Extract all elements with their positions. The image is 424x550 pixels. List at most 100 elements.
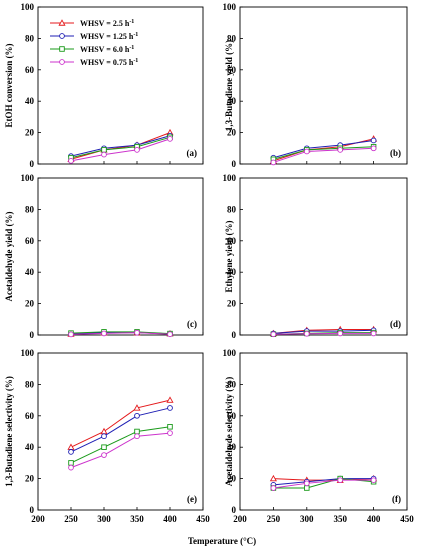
data-point-series-1 bbox=[269, 474, 277, 482]
y-tick-label: 80 bbox=[227, 204, 237, 214]
panel-b-frame bbox=[239, 6, 408, 165]
series-line-4 bbox=[70, 138, 171, 162]
legend-label: WHSV = 6.0 h-1 bbox=[80, 45, 134, 54]
y-tick-label: 0 bbox=[232, 330, 237, 340]
data-point-series-1 bbox=[67, 443, 75, 450]
legend-superscript: -1 bbox=[129, 45, 134, 51]
legend-marker bbox=[59, 33, 65, 39]
panel-e-frame bbox=[37, 352, 204, 511]
panel-d: 0 20 40 60 80 100 Ethylene yield (%) (d) bbox=[223, 173, 408, 340]
data-point-series-3 bbox=[134, 428, 140, 435]
data-point-series-4 bbox=[337, 147, 344, 153]
y-axis-label: Ethylene yield (%) bbox=[224, 221, 234, 293]
y-axis-label: Acetaldehyde yield (%) bbox=[4, 212, 14, 302]
y-tick-label: 0 bbox=[30, 159, 35, 169]
legend: WHSV = 2.5 h-1 WHSV = 1.25 h-1 WHSV = 6.0 … bbox=[50, 19, 138, 67]
y-tick-label: 20 bbox=[227, 474, 237, 484]
x-tick-label: 350 bbox=[333, 514, 347, 524]
series-line-3 bbox=[273, 146, 374, 160]
y-tick-label: 100 bbox=[21, 173, 35, 183]
panel-label: (e) bbox=[187, 494, 197, 504]
data-point-series-4 bbox=[370, 145, 377, 152]
series-line-2 bbox=[273, 139, 374, 159]
data-point-series-4 bbox=[68, 331, 74, 338]
data-point-series-4 bbox=[134, 433, 140, 440]
y-tick-label: 60 bbox=[227, 236, 237, 246]
series-line-4 bbox=[273, 147, 374, 163]
panel-f-frame bbox=[239, 352, 408, 511]
legend-marker bbox=[59, 59, 65, 65]
y-tick-label: 20 bbox=[227, 299, 237, 309]
panel-c: 0 20 40 60 80 100 Acetaldehyde yield (%) (c) bbox=[4, 173, 204, 340]
panel-label: (f) bbox=[392, 494, 401, 504]
series-line-4 bbox=[70, 332, 171, 335]
y-tick-label: 100 bbox=[223, 348, 237, 358]
series-line-2 bbox=[273, 478, 374, 486]
data-point-series-2 bbox=[101, 433, 107, 440]
y-tick-label: 100 bbox=[223, 173, 237, 183]
data-point-series-1 bbox=[100, 427, 108, 435]
y-tick-label: 20 bbox=[227, 128, 237, 138]
y-tick-label: 0 bbox=[232, 159, 237, 169]
panel-c-frame bbox=[37, 177, 204, 336]
y-axis-label: 1,3-Butadiene selectivity (%) bbox=[4, 376, 14, 487]
panel-label: (a) bbox=[187, 148, 198, 158]
legend-superscript: -1 bbox=[133, 32, 138, 38]
data-point-series-2 bbox=[167, 405, 173, 411]
y-tick-label: 40 bbox=[227, 96, 237, 106]
y-tick-label: 0 bbox=[30, 505, 35, 515]
series-line-1 bbox=[70, 132, 171, 160]
y-tick-label: 80 bbox=[25, 379, 35, 389]
y-axis-label: 1,3-Butadiene yield (%) bbox=[224, 40, 234, 131]
y-tick-label: 40 bbox=[25, 442, 35, 452]
data-point-series-4 bbox=[134, 147, 140, 153]
data-point-series-4 bbox=[337, 330, 344, 337]
x-axis-label: Temperature (°C) bbox=[188, 536, 256, 546]
data-point-series-4 bbox=[68, 464, 74, 471]
y-tick-label: 80 bbox=[227, 379, 237, 389]
x-tick-label: 300 bbox=[97, 514, 111, 524]
y-axis-label: EtOH conversion (%) bbox=[4, 44, 14, 128]
legend-label: WHSV = 1.25 h-1 bbox=[80, 32, 138, 41]
data-point-series-4 bbox=[167, 430, 173, 436]
x-tick-label: 350 bbox=[130, 514, 144, 524]
y-tick-label: 80 bbox=[227, 33, 237, 43]
series-line-4 bbox=[273, 479, 374, 489]
y-tick-label: 40 bbox=[227, 442, 237, 452]
legend-label: WHSV = 0.75 h-1 bbox=[80, 58, 138, 67]
data-point-series-3 bbox=[101, 444, 107, 450]
data-point-series-4 bbox=[101, 151, 107, 158]
panel-f: 0 20 40 60 80 100 200 250 300 350 400 450 Acetaldehy… bbox=[223, 348, 415, 524]
x-tick-label: 200 bbox=[233, 514, 247, 524]
y-tick-label: 80 bbox=[25, 204, 35, 214]
panel-label: (c) bbox=[187, 319, 197, 329]
x-tick-label: 200 bbox=[31, 514, 45, 524]
y-tick-label: 60 bbox=[227, 411, 237, 421]
series-line-4 bbox=[273, 332, 374, 335]
panel-a-frame bbox=[37, 6, 204, 165]
x-tick-label: 300 bbox=[300, 514, 314, 524]
y-tick-label: 40 bbox=[25, 96, 35, 106]
series-line-2 bbox=[70, 135, 171, 157]
legend-superscript: -1 bbox=[133, 58, 138, 64]
data-point-series-4 bbox=[101, 452, 107, 458]
data-point-series-4 bbox=[167, 136, 173, 142]
panel-e: 0 20 40 60 80 100 200 250 300 350 400 450 1,3-Butadi… bbox=[4, 348, 210, 524]
x-tick-label: 400 bbox=[367, 514, 381, 524]
data-point-series-2 bbox=[370, 137, 377, 144]
series-line-1 bbox=[70, 399, 171, 448]
legend-marker bbox=[58, 19, 66, 26]
y-tick-label: 100 bbox=[21, 2, 35, 12]
y-tick-label: 40 bbox=[227, 267, 237, 277]
series-line-4 bbox=[70, 432, 171, 469]
y-tick-label: 20 bbox=[25, 474, 35, 484]
y-tick-label: 20 bbox=[25, 299, 35, 309]
x-tick-label: 250 bbox=[267, 514, 281, 524]
data-point-series-3 bbox=[167, 424, 173, 430]
data-point-series-4 bbox=[68, 158, 74, 164]
y-tick-label: 0 bbox=[30, 330, 35, 340]
legend-marker bbox=[59, 46, 65, 52]
panel-d-frame bbox=[239, 177, 408, 336]
data-point-series-4 bbox=[270, 485, 277, 491]
